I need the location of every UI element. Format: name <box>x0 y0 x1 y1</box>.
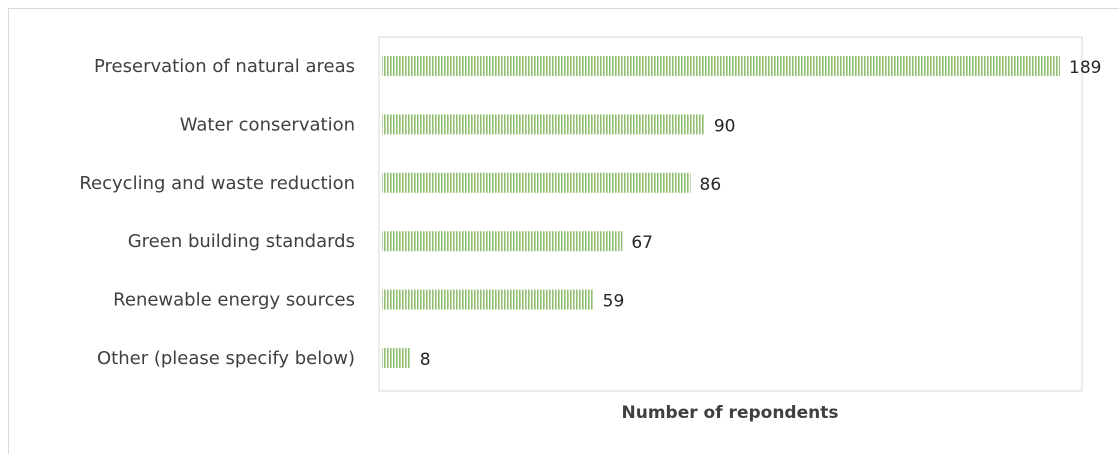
category-label-preservation-of-natural-areas: Preservation of natural areas <box>94 56 355 77</box>
bar-renewable-energy-sources <box>382 289 594 310</box>
category-label-water-conservation: Water conservation <box>180 114 355 135</box>
value-label-renewable-energy-sources: 59 <box>603 292 625 312</box>
value-label-green-building-standards: 67 <box>631 233 653 253</box>
bars-layer <box>382 56 1060 368</box>
plot-area <box>378 36 1083 392</box>
category-label-recycling-and-waste-reduction: Recycling and waste reduction <box>79 173 355 194</box>
bar-green-building-standards <box>382 231 623 252</box>
value-label-other-please-specify-below: 8 <box>420 350 431 370</box>
category-label-renewable-energy-sources: Renewable energy sources <box>113 290 355 311</box>
bar-preservation-of-natural-areas <box>382 56 1060 76</box>
value-label-preservation-of-natural-areas: 189 <box>1069 58 1101 78</box>
bar-recycling-and-waste-reduction <box>382 172 691 193</box>
category-label-green-building-standards: Green building standards <box>128 231 355 252</box>
value-labels: 189 90 86 67 59 8 <box>420 58 1102 370</box>
bar-water-conservation <box>382 114 705 135</box>
x-axis-title: Number of repondents <box>622 403 839 423</box>
category-label-other-please-specify-below: Other (please specify below) <box>97 348 355 369</box>
value-label-water-conservation: 90 <box>714 116 736 136</box>
bar-other-please-specify-below <box>382 348 411 368</box>
value-label-recycling-and-waste-reduction: 86 <box>700 175 722 195</box>
category-labels: Preservation of natural areas Water conse… <box>79 56 355 369</box>
